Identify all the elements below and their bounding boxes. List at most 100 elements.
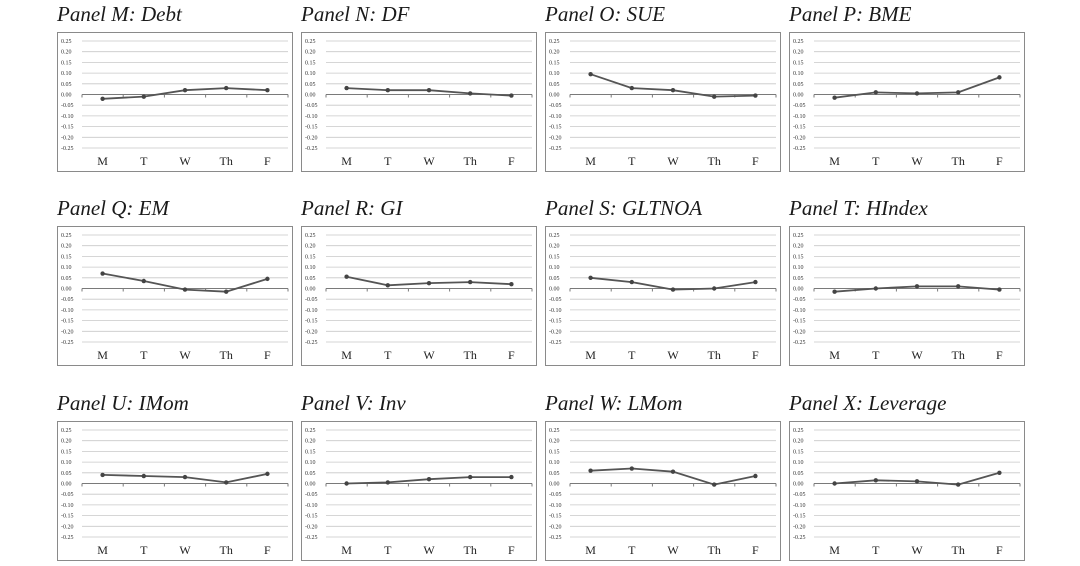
data-point: [753, 93, 758, 98]
y-tick-label: 0.10: [549, 460, 560, 466]
x-tick-label: Th: [952, 154, 965, 168]
y-tick-label: 0.15: [61, 449, 72, 455]
line-chart: 0.25 0.20 0.15 0.10 0.05 0.00 -0.05 -0.10 -0.15 -…: [549, 233, 777, 362]
y-tick-label: 0.20: [61, 244, 72, 250]
y-tick-label: 0.10: [793, 71, 804, 77]
y-tick-label: -0.05: [793, 492, 806, 498]
y-tick-label: 0.20: [305, 50, 316, 56]
y-tick-label: 0.15: [793, 254, 804, 260]
y-tick-label: -0.25: [549, 535, 562, 541]
y-tick-label: 0.00: [61, 482, 72, 488]
data-point: [629, 85, 634, 91]
x-tick-label: F: [508, 543, 515, 557]
chart-title: Panel U: IMom: [57, 391, 189, 415]
data-point: [385, 480, 390, 485]
y-tick-label: 0.15: [61, 60, 72, 66]
y-tick-label: -0.25: [793, 340, 806, 346]
x-tick-label: M: [341, 543, 352, 557]
y-tick-label: -0.05: [793, 103, 806, 109]
x-tick-label: M: [829, 348, 840, 362]
y-tick-label: -0.20: [305, 524, 318, 530]
x-tick-label: T: [140, 154, 148, 168]
y-tick-label: -0.05: [793, 297, 806, 303]
y-tick-label: -0.15: [793, 514, 806, 520]
y-tick-label: 0.15: [549, 254, 560, 260]
data-point: [588, 71, 593, 77]
x-tick-label: M: [585, 543, 596, 557]
y-tick-label: -0.05: [305, 492, 318, 498]
data-point: [670, 469, 676, 474]
x-tick-label: W: [667, 348, 679, 362]
chart-title: Panel X: Leverage: [789, 391, 947, 415]
x-tick-label: T: [140, 543, 148, 557]
y-tick-label: 0.05: [305, 471, 316, 477]
y-tick-label: 0.00: [61, 93, 72, 99]
y-tick-label: -0.10: [549, 114, 562, 120]
data-point: [141, 278, 146, 284]
data-point: [753, 473, 758, 479]
y-tick-label: -0.15: [793, 319, 806, 325]
y-tick-label: -0.20: [549, 135, 562, 141]
y-tick-label: 0.25: [61, 39, 72, 45]
y-tick-label: -0.15: [549, 319, 562, 325]
x-tick-label: W: [423, 348, 435, 362]
data-point: [509, 474, 514, 480]
y-tick-label: 0.05: [61, 276, 72, 282]
data-point: [385, 283, 390, 288]
chart-panel: 0.25 0.20 0.15 0.10 0.05 0.00 -0.05 -0.10 -0.15 -…: [57, 421, 293, 561]
y-tick-label: 0.20: [549, 50, 560, 56]
y-tick-label: -0.20: [549, 524, 562, 530]
y-tick-label: 0.10: [305, 460, 316, 466]
data-point: [997, 287, 1002, 292]
data-point: [712, 94, 717, 99]
y-tick-label: 0.05: [549, 276, 560, 282]
data-point: [873, 90, 878, 95]
y-tick-label: -0.10: [793, 308, 806, 314]
y-tick-label: 0.15: [549, 449, 560, 455]
x-tick-label: Th: [708, 154, 721, 168]
chart-panel: 0.25 0.20 0.15 0.10 0.05 0.00 -0.05 -0.10 -0.15 -…: [301, 32, 537, 172]
y-tick-label: -0.10: [305, 308, 318, 314]
x-tick-label: T: [628, 348, 636, 362]
y-tick-label: -0.20: [61, 524, 74, 530]
line-chart: 0.25 0.20 0.15 0.10 0.05 0.00 -0.05 -0.10 -0.15 -…: [549, 39, 777, 168]
y-tick-label: 0.15: [549, 60, 560, 66]
y-tick-label: -0.10: [305, 114, 318, 120]
data-point: [873, 286, 878, 291]
data-point: [629, 279, 634, 285]
y-tick-label: 0.10: [793, 265, 804, 271]
y-tick-label: -0.15: [549, 514, 562, 520]
chart-panel: 0.25 0.20 0.15 0.10 0.05 0.00 -0.05 -0.10 -0.15 -…: [57, 226, 293, 366]
data-point: [873, 478, 878, 483]
line-chart: 0.25 0.20 0.15 0.10 0.05 0.00 -0.05 -0.10 -0.15 -…: [793, 39, 1021, 168]
y-tick-label: 0.25: [305, 233, 316, 239]
x-tick-label: M: [97, 543, 108, 557]
y-tick-label: -0.25: [793, 146, 806, 152]
y-tick-label: -0.25: [549, 146, 562, 152]
y-tick-label: -0.10: [549, 308, 562, 314]
y-tick-label: -0.05: [61, 103, 74, 109]
data-point: [224, 85, 229, 91]
y-tick-label: 0.05: [305, 276, 316, 282]
data-point: [100, 271, 105, 276]
y-tick-label: -0.15: [61, 514, 74, 520]
y-tick-label: 0.00: [305, 93, 316, 99]
y-tick-label: -0.05: [305, 297, 318, 303]
data-point: [265, 88, 270, 93]
data-point: [182, 474, 188, 480]
y-tick-label: -0.20: [549, 329, 562, 335]
y-tick-label: -0.25: [305, 535, 318, 541]
y-tick-label: 0.25: [61, 428, 72, 434]
y-tick-label: -0.25: [61, 340, 74, 346]
chart-title: Panel T: HIndex: [789, 196, 928, 220]
y-tick-label: -0.15: [793, 125, 806, 131]
chart-panel: 0.25 0.20 0.15 0.10 0.05 0.00 -0.05 -0.10 -0.15 -…: [789, 421, 1025, 561]
chart-title: Panel P: BME: [789, 2, 912, 26]
x-tick-label: F: [996, 348, 1003, 362]
chart-panel: 0.25 0.20 0.15 0.10 0.05 0.00 -0.05 -0.10 -0.15 -…: [301, 421, 537, 561]
data-point: [629, 466, 634, 471]
y-tick-label: 0.00: [793, 93, 804, 99]
y-tick-label: 0.00: [549, 93, 560, 99]
y-tick-label: 0.20: [549, 244, 560, 250]
y-tick-label: -0.20: [305, 135, 318, 141]
